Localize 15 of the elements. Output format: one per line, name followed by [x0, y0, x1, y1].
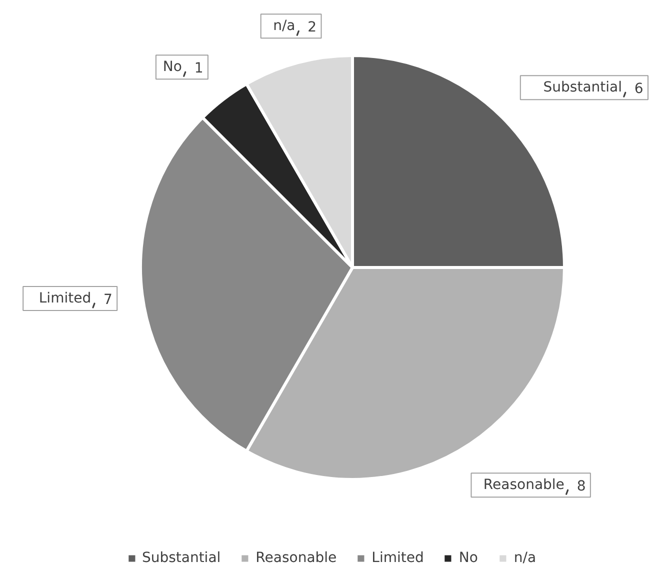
slice-label: Reasonable: [483, 477, 564, 494]
data-label: 7: [103, 292, 112, 308]
data-label: 1: [194, 60, 204, 77]
data-label: 2: [308, 20, 317, 36]
slice-label: Limited: [38, 290, 92, 306]
legend-label: Substantial: [142, 550, 221, 566]
slice-label: No: [162, 59, 182, 76]
legend-label: No: [458, 550, 479, 566]
data-label: 8: [576, 478, 586, 495]
slice-label: Substantial: [543, 80, 622, 96]
legend-label: n/a: [514, 550, 536, 566]
legend-label: Limited: [372, 550, 424, 566]
legend-label: Reasonable: [256, 550, 337, 566]
slice-label: n/a: [273, 18, 296, 34]
data-label: 6: [634, 81, 644, 98]
